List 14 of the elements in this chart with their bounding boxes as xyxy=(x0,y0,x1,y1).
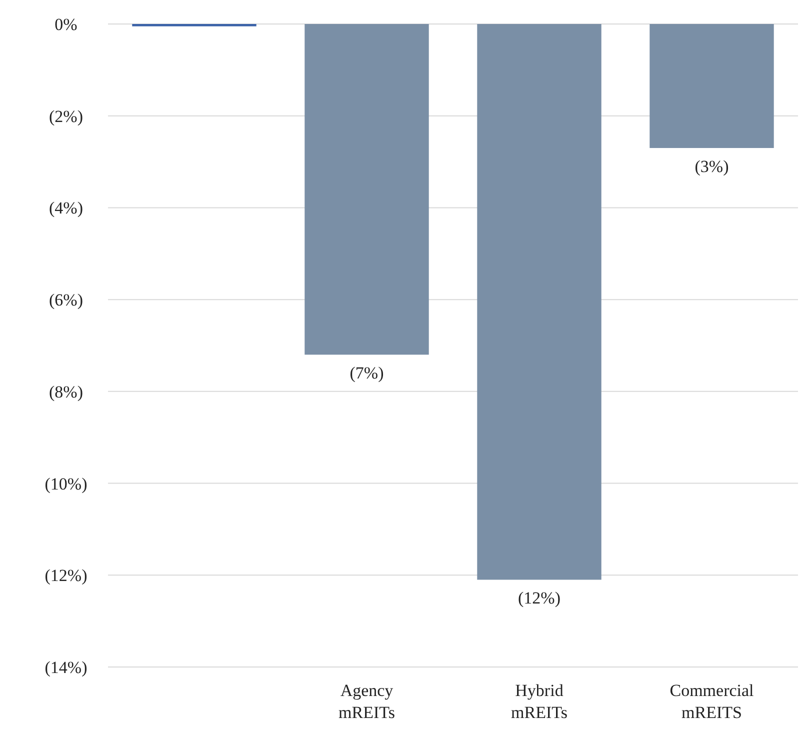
y-tick-label: 0% xyxy=(54,15,78,34)
y-tick-label: (6%) xyxy=(49,290,83,310)
x-tick-label: Hybrid mREITs xyxy=(511,681,568,722)
data-label: (3%) xyxy=(694,157,729,176)
data-label: (12%) xyxy=(518,588,560,608)
x-tick-label: Agency mREITs xyxy=(338,681,395,722)
data-label: (7%) xyxy=(350,364,384,383)
y-tick-label: (10%) xyxy=(44,474,88,494)
y-tick-label: (12%) xyxy=(44,566,88,586)
y-tick-label: (2%) xyxy=(49,106,83,126)
x-tick-label: Commercial mREITS xyxy=(670,681,754,722)
y-tick-label: (4%) xyxy=(49,198,83,218)
y-tick-label: (14%) xyxy=(44,658,88,677)
y-tick-label: (8%) xyxy=(49,382,83,402)
